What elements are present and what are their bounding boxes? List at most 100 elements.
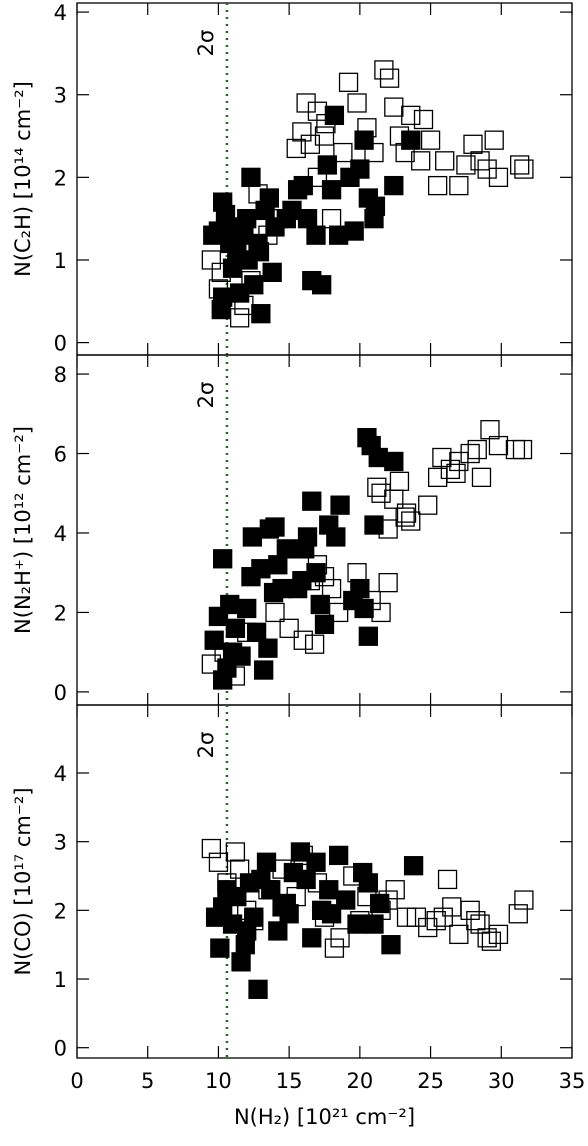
x-tick-label: 10 [205,1069,232,1093]
filled-point [381,935,401,955]
open-point [385,880,405,900]
open-point [268,209,288,229]
filled-point [364,914,384,934]
filled-point [314,614,335,635]
filled-point [272,578,292,599]
y-tick-label: 1 [54,968,67,992]
open-point [378,519,398,539]
filled-point [293,175,313,196]
open-point [395,507,415,527]
open-point [449,451,469,472]
open-point [328,602,349,623]
open-point [244,910,264,931]
open-point [321,209,342,229]
open-point [296,93,316,113]
open-point [214,642,234,662]
open-point [460,443,480,464]
open-point [286,138,306,159]
y-axis-label: N(C₂H) [10¹⁴ cm⁻²] [11,81,35,277]
y-tick-label: 6 [54,443,67,467]
y-tick-label: 3 [54,831,67,855]
open-point [371,483,391,503]
open-point [286,886,306,907]
open-point [378,572,398,593]
filled-point [306,225,326,245]
filled-point [290,842,311,862]
filled-point [246,622,267,642]
filled-point [268,921,288,941]
y-tick-label: 8 [54,363,67,387]
open-point [374,60,394,80]
open-point [272,859,292,879]
open-point [514,159,534,179]
open-point [418,495,438,515]
open-point [371,900,391,920]
open-point [396,503,417,523]
y-tick-label: 2 [54,899,67,923]
open-point [427,175,448,196]
filled-point [328,845,349,866]
open-point [470,151,490,171]
x-tick-label: 20 [346,1069,373,1093]
open-point [379,68,400,88]
y-axis-label: N(CO) [10¹⁷ cm⁻²] [11,787,35,975]
filled-point [276,893,296,914]
x-tick-label: 30 [488,1069,515,1093]
open-point [401,105,421,126]
open-point [350,910,370,931]
open-point [293,845,313,866]
open-point [364,142,384,163]
open-point [512,439,533,460]
filled-point [204,630,224,650]
filled-point [249,242,270,262]
filled-point [231,952,251,972]
filled-point [256,852,277,872]
filled-point [259,188,279,208]
open-point [333,142,353,163]
filled-point [297,209,318,229]
plot-frame [76,2,573,356]
open-point [361,590,381,611]
open-point [347,93,367,113]
filled-point [364,515,384,535]
open-point [484,130,504,150]
open-point [505,439,526,460]
filled-point [302,491,322,511]
filled-point [317,155,337,175]
filled-point [251,559,271,579]
open-point [488,435,509,456]
y-axis-label: N(N₂H⁺) [10¹² cm⁻²] [11,426,35,634]
open-point [396,907,417,927]
filled-point [237,598,257,619]
filled-point [354,598,374,619]
filled-point [262,262,282,283]
open-point [510,155,530,175]
open-point [378,890,398,910]
open-point [437,869,458,890]
filled-point [403,856,424,876]
open-point [304,634,325,654]
filled-point [319,880,339,900]
open-point [406,907,427,927]
open-point [211,262,231,283]
filled-point [302,928,322,948]
open-point [241,270,261,291]
open-point [463,134,483,154]
open-point [208,279,229,299]
open-point [229,308,250,328]
y-tick-label: 2 [54,166,67,190]
open-point [279,618,299,638]
open-point [357,118,377,138]
filled-point [350,159,370,179]
open-point [357,886,377,907]
filled-point [225,217,246,237]
open-point [321,578,342,599]
filled-point [237,921,257,941]
x-tick-label: 35 [559,1069,586,1093]
x-tick-label: 25 [417,1069,444,1093]
open-point [307,555,328,575]
open-point [225,666,246,686]
filled-point [354,130,374,150]
open-point [467,439,487,460]
open-point [389,126,410,146]
